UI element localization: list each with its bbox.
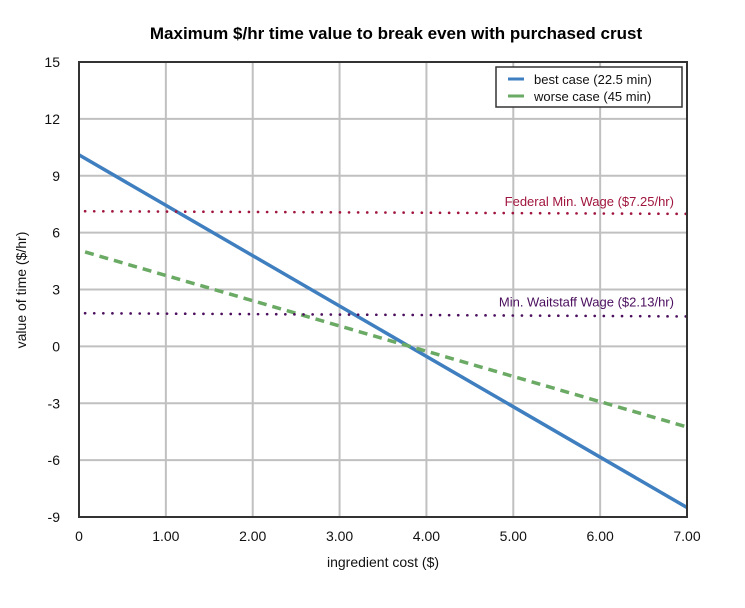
legend-box <box>495 66 683 108</box>
legend: best case (22.5 min) worse case (45 min) <box>495 66 683 108</box>
series-line <box>78 153 688 510</box>
x-tick-label: 4.00 <box>413 528 440 544</box>
annotation-label: Min. Waitstaff Wage ($2.13/hr) <box>499 295 674 310</box>
annotations: Federal Min. Wage ($7.25/hr) Min. Waitsta… <box>499 194 674 309</box>
y-tick-label: 15 <box>44 54 60 70</box>
legend-label: worse case (45 min) <box>533 89 651 104</box>
x-tick-label: 7.00 <box>673 528 700 544</box>
x-tick-label: 2.00 <box>239 528 266 544</box>
y-tick-label: 0 <box>52 338 60 354</box>
x-tick-labels: 0 1.00 2.00 3.00 4.00 5.00 6.00 7.00 <box>75 528 701 544</box>
chart-title: Maximum $/hr time value to break even wi… <box>150 24 643 43</box>
annotation-label: Federal Min. Wage ($7.25/hr) <box>505 194 674 209</box>
x-tick-label: 5.00 <box>500 528 527 544</box>
x-tick-label: 6.00 <box>587 528 614 544</box>
y-tick-label: -9 <box>48 509 61 525</box>
plot-frame <box>78 61 688 518</box>
series-group <box>78 153 689 510</box>
y-tick-label: 12 <box>44 111 60 127</box>
series-line <box>83 311 689 318</box>
grid <box>79 62 687 517</box>
x-tick-label: 1.00 <box>152 528 179 544</box>
y-tick-label: 9 <box>52 168 60 184</box>
legend-label: best case (22.5 min) <box>534 72 652 87</box>
y-tick-label: 6 <box>52 225 60 241</box>
x-tick-label: 0 <box>75 528 83 544</box>
y-tick-labels: 15 12 9 6 3 0 -3 -6 -9 <box>44 54 60 525</box>
series-line <box>83 209 689 216</box>
y-axis-label: value of time ($/hr) <box>13 232 29 349</box>
y-tick-label: 3 <box>52 282 60 298</box>
y-tick-label: -6 <box>48 452 61 468</box>
series-line <box>84 250 688 429</box>
x-tick-label: 3.00 <box>326 528 353 544</box>
y-tick-label: -3 <box>48 395 61 411</box>
x-axis-label: ingredient cost ($) <box>327 554 439 570</box>
